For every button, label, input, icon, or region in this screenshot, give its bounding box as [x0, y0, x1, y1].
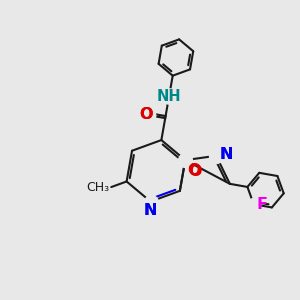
Text: N: N — [144, 203, 157, 218]
Text: O: O — [140, 107, 153, 122]
Text: NH: NH — [157, 89, 182, 104]
Text: F: F — [256, 197, 267, 212]
Text: CH₃: CH₃ — [87, 181, 110, 194]
Text: O: O — [187, 163, 200, 178]
Text: N: N — [220, 147, 233, 162]
Text: O: O — [188, 164, 202, 179]
Text: N: N — [144, 203, 157, 218]
Text: N: N — [219, 147, 232, 162]
Text: O: O — [139, 107, 152, 122]
